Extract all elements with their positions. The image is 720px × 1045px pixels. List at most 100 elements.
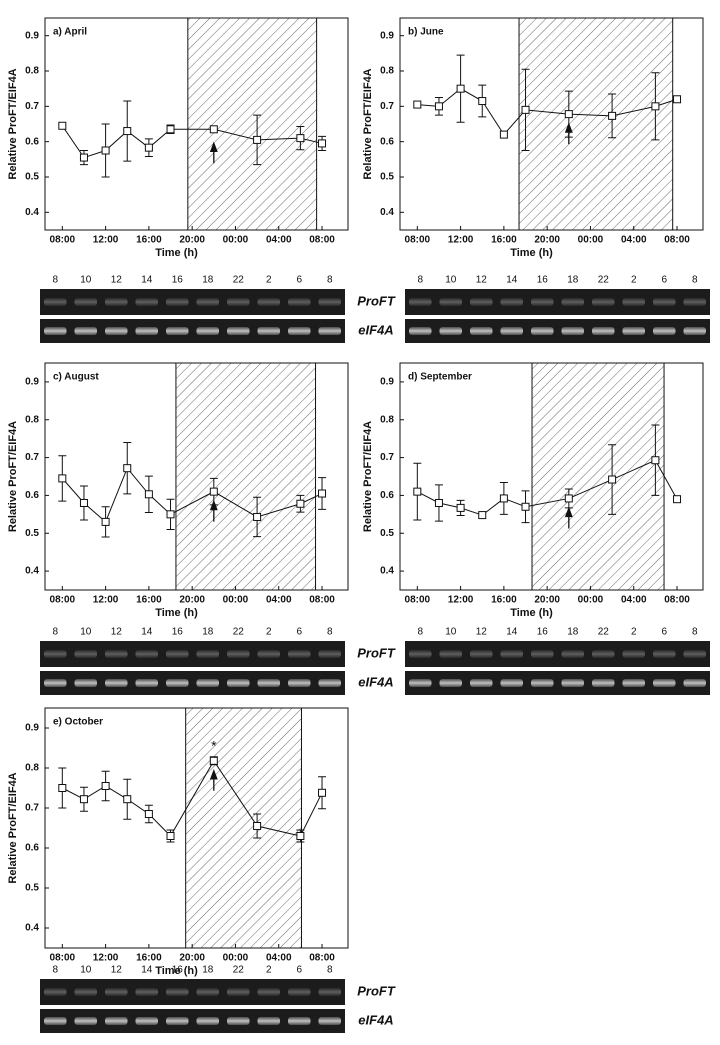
gel-band <box>531 650 554 658</box>
y-tick-label: 0.8 <box>380 414 394 425</box>
gel-band <box>105 1017 128 1025</box>
gel-band <box>439 298 462 306</box>
lane-label: 16 <box>537 627 549 638</box>
x-axis-label: Time (h) <box>510 247 553 259</box>
x-tick-label: 08:00 <box>50 235 76 246</box>
gel-band <box>683 327 706 335</box>
data-point <box>144 810 153 818</box>
data-point <box>608 111 617 120</box>
gel-band <box>470 679 493 687</box>
annotation: * <box>211 738 217 754</box>
gel-band <box>105 298 128 306</box>
lane-label: 12 <box>476 275 488 286</box>
lane-label: 22 <box>233 275 245 286</box>
gel-band <box>500 650 523 658</box>
gel-band <box>409 327 432 335</box>
y-tick-label: 0.6 <box>25 843 39 854</box>
y-tick-label: 0.9 <box>25 377 39 388</box>
y-tick-label: 0.6 <box>380 136 394 147</box>
data-point <box>209 756 218 765</box>
lane-label: 12 <box>111 275 123 286</box>
gel-band <box>561 298 584 306</box>
lane-label: 8 <box>692 627 698 638</box>
gel-band <box>470 298 493 306</box>
gel-band <box>500 327 523 335</box>
x-tick-label: 16:00 <box>136 595 162 606</box>
panel-title: d) September <box>408 372 472 383</box>
data-line <box>417 88 678 136</box>
x-tick-label: 04:00 <box>266 595 292 606</box>
lane-label: 6 <box>661 627 667 638</box>
data-point <box>101 517 110 526</box>
lane-label: 12 <box>111 965 123 976</box>
data-point <box>673 495 682 504</box>
data-point <box>166 125 175 134</box>
lane-label: 22 <box>598 627 610 638</box>
lane-label: 18 <box>202 627 214 638</box>
data-point <box>123 795 132 804</box>
y-tick-label: 0.7 <box>25 452 39 463</box>
data-line <box>417 459 678 516</box>
y-axis-label: Relative ProFT/EIF4A <box>7 421 19 532</box>
gel-band <box>622 327 645 335</box>
lane-label: 8 <box>327 275 333 286</box>
x-axis-label: Time (h) <box>155 247 198 259</box>
data-point <box>434 102 443 111</box>
gel-band <box>561 327 584 335</box>
plot-frame <box>399 17 704 231</box>
gel-band <box>318 679 341 687</box>
x-axis-label: Time (h) <box>510 607 553 619</box>
data-point <box>499 130 508 139</box>
plot-frame <box>399 362 704 591</box>
panel-title: c) August <box>53 372 99 383</box>
lane-label: 22 <box>233 965 245 976</box>
night-shade <box>531 362 665 591</box>
data-point <box>318 139 327 148</box>
gel-band <box>44 327 67 335</box>
data-point <box>123 464 132 473</box>
data-point <box>521 105 530 114</box>
gel-band <box>561 679 584 687</box>
data-point <box>478 97 487 106</box>
gel-band <box>653 650 676 658</box>
gel-band <box>257 650 280 658</box>
data-point <box>253 135 262 144</box>
gel-band <box>74 1017 97 1025</box>
gel-band <box>683 650 706 658</box>
gel-band <box>196 679 219 687</box>
gel-band <box>531 327 554 335</box>
gel-band <box>531 679 554 687</box>
y-tick-label: 0.8 <box>25 763 39 774</box>
lane-label: 6 <box>296 275 302 286</box>
data-point <box>58 121 67 130</box>
y-axis-label: Relative ProFT/EIF4A <box>362 68 374 179</box>
y-tick-label: 0.7 <box>380 101 394 112</box>
gel-band <box>409 679 432 687</box>
plot-frame <box>44 362 349 591</box>
lane-label: 18 <box>202 275 214 286</box>
x-tick-label: 12:00 <box>448 595 474 606</box>
lane-label: 6 <box>661 275 667 286</box>
gel-band <box>653 679 676 687</box>
gel-band <box>105 679 128 687</box>
x-tick-label: 20:00 <box>179 235 205 246</box>
gel-row-label: ProFT <box>357 293 396 308</box>
data-point <box>456 503 465 512</box>
x-tick-label: 04:00 <box>621 235 647 246</box>
lane-label: 18 <box>202 965 214 976</box>
x-tick-label: 00:00 <box>578 235 604 246</box>
x-tick-label: 08:00 <box>309 595 335 606</box>
data-line <box>61 125 323 159</box>
gel-band <box>318 298 341 306</box>
x-tick-label: 12:00 <box>448 235 474 246</box>
gel-band <box>74 679 97 687</box>
y-tick-label: 0.4 <box>25 923 39 934</box>
data-point <box>456 84 465 93</box>
lane-label: 2 <box>631 275 637 286</box>
data-point <box>166 832 175 840</box>
lane-label: 14 <box>141 965 153 976</box>
lane-label: 18 <box>567 275 579 286</box>
